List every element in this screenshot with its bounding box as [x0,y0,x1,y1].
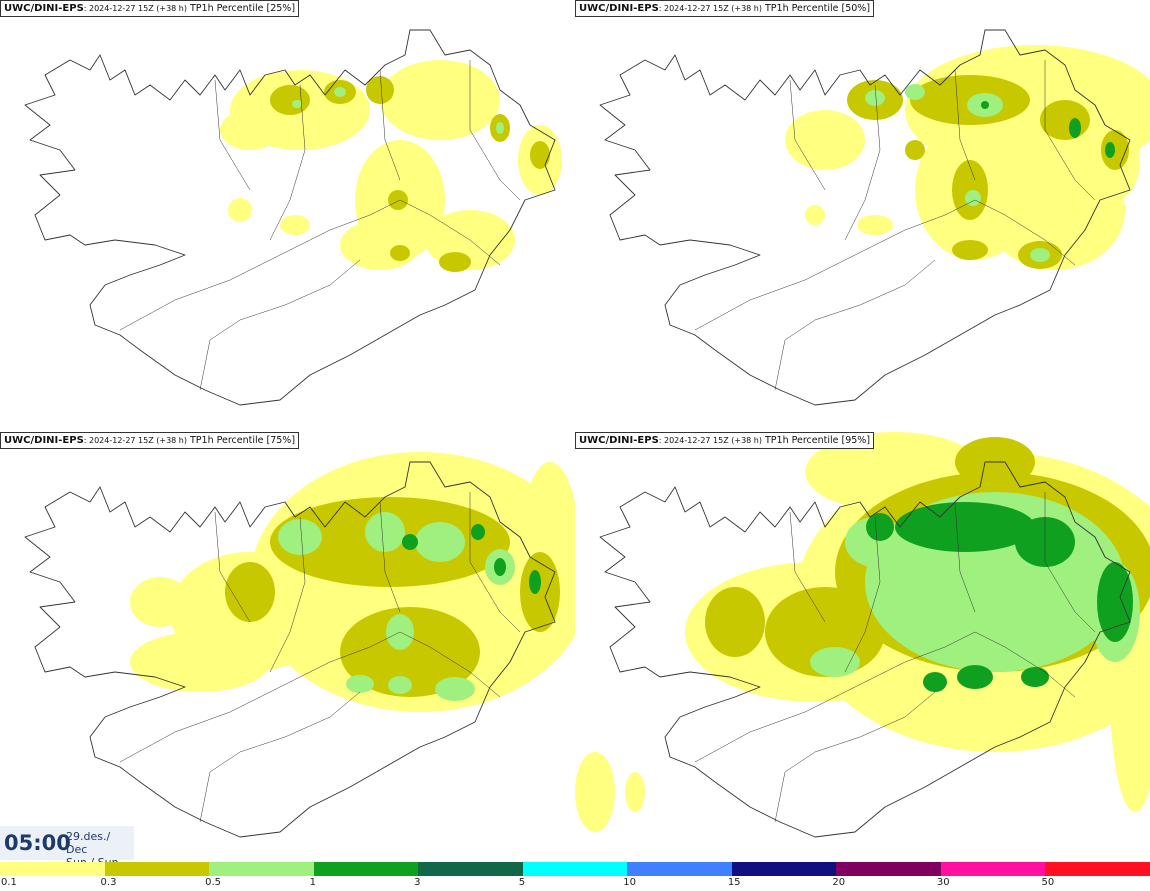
precip-map-p75 [24,452,575,838]
legend-swatch [836,862,942,876]
map-panel-p25: UWC/DINI-EPS: 2024-12-27 15Z (+38 h) TP1… [0,0,575,430]
valid-time-clock: 05:00 [4,831,71,855]
panel-title: UWC/DINI-EPS: 2024-12-27 15Z (+38 h) TP1… [575,0,875,17]
legend-swatch [731,862,837,876]
run-info: : 2024-12-27 15Z (+38 h) [83,4,187,13]
legend-swatch [313,862,419,876]
legend-swatch [522,862,628,876]
precip-map-p95 [575,432,1150,838]
legend-swatch [104,862,210,876]
panel-title: UWC/DINI-EPS: 2024-12-27 15Z (+38 h) TP1… [0,0,300,17]
legend-tick-label: 50 [1041,877,1055,888]
legend-tick-label: 30 [936,877,950,888]
field-label: TP1h Percentile [75%] [186,435,296,446]
field-label: TP1h Percentile [25%] [186,3,296,14]
legend-tick-label: 5 [518,877,526,888]
run-info: : 2024-12-27 15Z (+38 h) [83,436,187,445]
legend-tick-label: 0.1 [1,877,17,888]
valid-date-line: 29.des./ Dec [66,830,111,856]
legend-swatch [209,862,315,876]
legend-tick-label: 1 [309,877,316,888]
map-panel-p50: UWC/DINI-EPS: 2024-12-27 15Z (+38 h) TP1… [575,0,1150,430]
legend-tick-label: 10 [623,877,636,888]
field-label: TP1h Percentile [95%] [761,435,871,446]
legend-swatch [627,862,733,876]
map-panel-p75: UWC/DINI-EPS: 2024-12-27 15Z (+38 h) TP1… [0,432,575,862]
legend-tick-label: 20 [832,877,846,888]
model-name: UWC/DINI-EPS [579,3,659,14]
legend-tick-label: 15 [727,877,741,888]
run-info: : 2024-12-27 15Z (+38 h) [658,436,762,445]
model-name: UWC/DINI-EPS [4,435,84,446]
valid-time-box: 05:00 29.des./ DecSun./ Sun [0,826,134,869]
legend-tick-label: 3 [414,877,421,888]
color-legend: 0.1 0.3 0.5 1 3 5 10 15 20 30 50 [0,862,1150,891]
legend-tick-label: 0.5 [205,877,221,888]
panel-title: UWC/DINI-EPS: 2024-12-27 15Z (+38 h) TP1… [0,432,300,449]
legend-swatch [1045,862,1150,876]
legend-tick-label: 0.3 [100,877,117,888]
map-panel-p95: UWC/DINI-EPS: 2024-12-27 15Z (+38 h) TP1… [575,432,1150,862]
field-label: TP1h Percentile [50%] [761,3,871,14]
model-name: UWC/DINI-EPS [4,3,84,14]
legend-swatch [0,862,105,876]
legend-swatch [940,862,1046,876]
run-info: : 2024-12-27 15Z (+38 h) [658,4,762,13]
precip-map-p25 [24,29,562,406]
precip-map-p50 [599,29,1150,406]
panel-title: UWC/DINI-EPS: 2024-12-27 15Z (+38 h) TP1… [575,432,875,449]
model-name: UWC/DINI-EPS [579,435,659,446]
legend-swatch [418,862,524,876]
